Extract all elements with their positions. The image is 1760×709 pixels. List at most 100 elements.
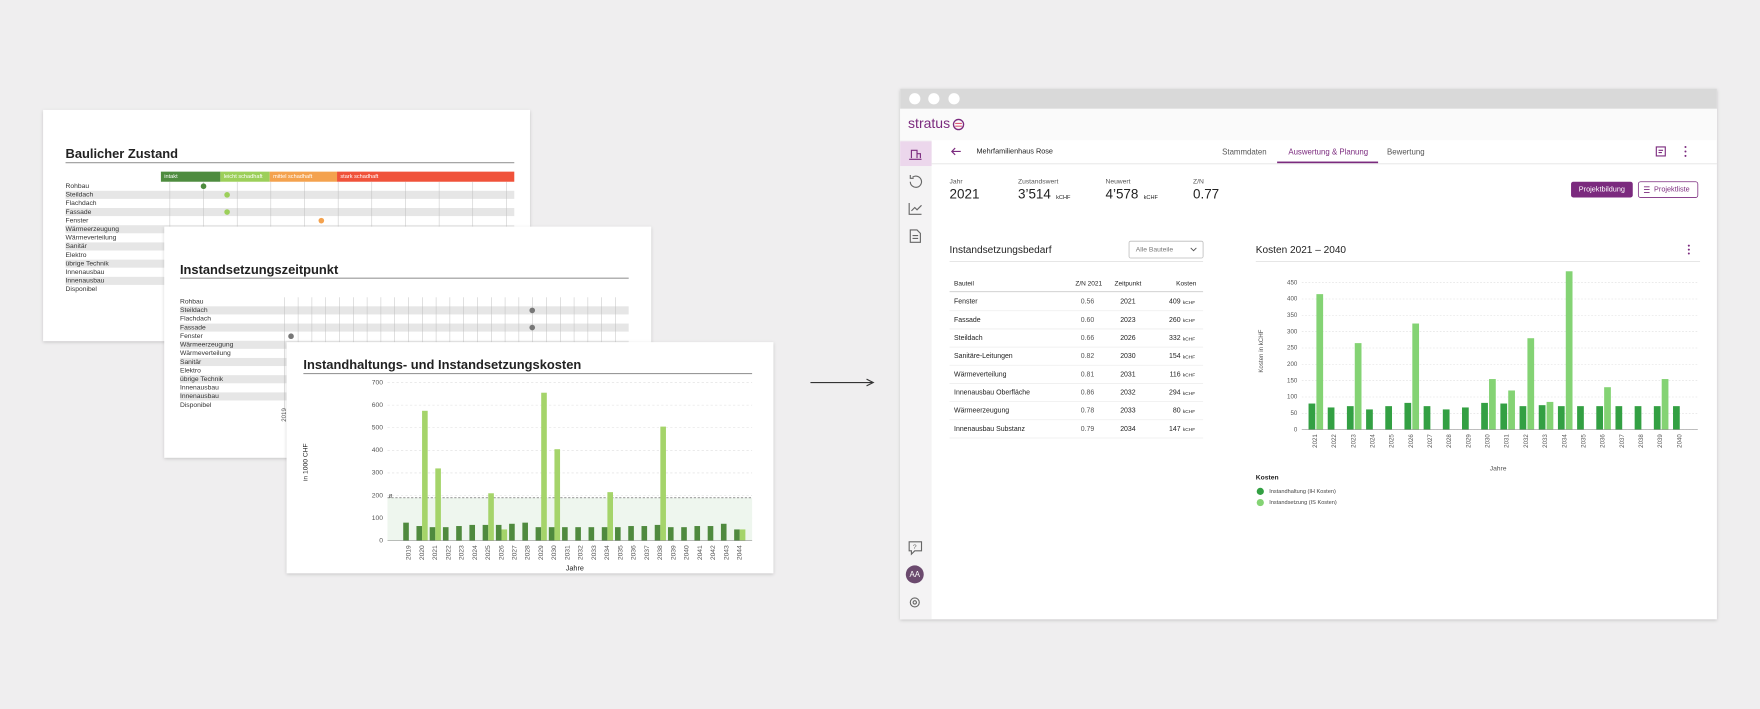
chart: 0 50 100 150 200 250 300 350 400 450 2021 2022 2023 2… (1256, 271, 1698, 507)
cell-cost: 147 (1169, 426, 1181, 433)
y-tick-label: 100 (372, 515, 383, 522)
legend-band (220, 171, 270, 182)
bar (1565, 271, 1573, 430)
column-header: Zeitpunkt (1115, 281, 1142, 288)
bar (1653, 406, 1661, 430)
row-label: Wärmeverteilung (180, 350, 231, 357)
nav-icon-help[interactable] (908, 541, 923, 556)
bar (1508, 390, 1515, 430)
app-window: stratus ? AA Mehrfamilienhaus Rose Stamm… (900, 88, 1717, 620)
cell-ratio: 0.79 (1081, 426, 1095, 433)
bar (1354, 343, 1362, 430)
report-title: Instandsetzungszeitpunkt (180, 262, 339, 277)
kpi-label: Z/N (1193, 179, 1204, 186)
window-button[interactable] (928, 93, 940, 105)
x-tick-label: 2037 (1619, 434, 1626, 448)
bar (1596, 406, 1604, 430)
column-header: Kosten (1176, 281, 1197, 288)
row-band (179, 306, 629, 315)
tab-active[interactable]: Auswertung & Planung (1288, 148, 1368, 157)
cell-name: Innenausbau Oberfläche (954, 389, 1030, 396)
x-tick-label: 2033 (591, 545, 598, 560)
cell-ratio: 0.78 (1081, 408, 1095, 415)
x-axis-label: Jahre (566, 564, 584, 573)
y-tick-label: 200 (1287, 361, 1298, 368)
y-tick-label: 250 (1287, 345, 1298, 352)
x-tick-label: 2039 (670, 545, 677, 560)
report-title: Baulicher Zustand (66, 146, 179, 161)
window-button[interactable] (909, 93, 921, 105)
y-tick-label: 100 (1287, 394, 1298, 401)
cell-name: Fenster (954, 299, 978, 306)
y-axis-label: Kosten in kCHF (1258, 329, 1265, 372)
cell-name: Innenausbau Substanz (954, 426, 1026, 433)
avatar[interactable] (905, 565, 924, 584)
nav-icon-analysis[interactable] (908, 203, 922, 215)
row-label: übrige Technik (180, 376, 224, 383)
nav-icon-history[interactable] (909, 175, 923, 188)
bar (1527, 338, 1535, 430)
bar (1577, 406, 1584, 430)
legend-band (160, 171, 221, 182)
tab[interactable]: Stammdaten (1222, 148, 1266, 157)
secondary-button[interactable] (1637, 181, 1699, 198)
x-tick-label: 2025 (1389, 434, 1396, 448)
cell-year: 2023 (1120, 317, 1136, 324)
x-tick-label: 2025 (485, 545, 492, 560)
cell-cost: 260 (1169, 317, 1181, 324)
report-title: Instandhaltungs- und Instandsetzungskost… (303, 357, 581, 372)
x-tick-label: 2038 (1638, 434, 1645, 448)
cell-year: 2030 (1120, 353, 1136, 360)
bar (422, 410, 428, 541)
y-tick-label: 450 (1287, 279, 1298, 286)
avatar-initials: AA (910, 570, 921, 579)
nav-icon-building[interactable] (909, 149, 922, 160)
chart-menu[interactable] (1687, 244, 1690, 255)
bar (435, 468, 441, 541)
row-label: Disponibel (66, 286, 98, 293)
x-tick-label: 2020 (419, 545, 426, 560)
row-label: Innenausbau (66, 269, 105, 276)
header (900, 108, 1717, 141)
bar (1308, 403, 1316, 430)
bar (1519, 406, 1527, 430)
bar (403, 522, 409, 541)
window (900, 88, 1717, 620)
cell-unit: kCHF (1183, 318, 1195, 324)
x-tick-label: 2019 (406, 545, 413, 560)
bar (1538, 405, 1546, 430)
cell-ratio: 0.56 (1081, 299, 1095, 306)
row-label: übrige Technik (66, 260, 110, 267)
bar (720, 523, 727, 541)
sidebar (900, 140, 932, 620)
bar (442, 527, 449, 541)
back-button[interactable] (951, 147, 961, 156)
filter-dropdown[interactable] (1128, 240, 1204, 259)
more-button[interactable] (1684, 145, 1687, 157)
notes-button[interactable] (1655, 146, 1666, 157)
x-tick-label: 2022 (445, 545, 452, 560)
nav-icon-settings[interactable] (909, 597, 920, 608)
bar (1366, 409, 1373, 430)
primary-button[interactable] (1571, 181, 1633, 198)
window-button[interactable] (948, 93, 960, 105)
tab[interactable]: Bewertung (1387, 148, 1425, 157)
kpi-value: 0.77 (1193, 187, 1219, 202)
bar (541, 392, 547, 541)
row-label: Fassade (180, 324, 206, 331)
x-tick-label: 2030 (551, 545, 558, 560)
y-tick-label: 300 (372, 470, 383, 477)
bar (607, 492, 614, 541)
row-label: Wärmeerzeugung (66, 226, 120, 233)
legend-label: leicht schadhaft (224, 174, 263, 180)
nav-icon-document[interactable] (909, 229, 921, 243)
x-tick-label: 2029 (1465, 434, 1472, 448)
x-tick-label: 2035 (1580, 434, 1587, 448)
y-tick-label: 0 (379, 538, 383, 545)
cell-unit: kCHF (1183, 409, 1195, 415)
kpi-unit: kCHF (1056, 195, 1071, 201)
cell-unit: kCHF (1183, 373, 1195, 379)
kpi-label: Jahr (950, 179, 964, 186)
column-header: Bauteil (954, 281, 974, 288)
cell-cost: 116 (1170, 371, 1181, 378)
